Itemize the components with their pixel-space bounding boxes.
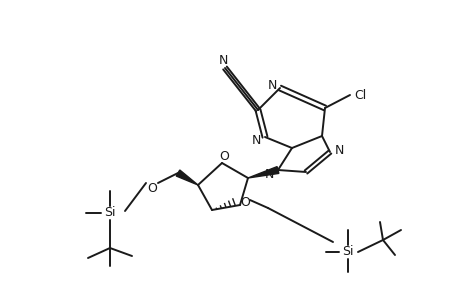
- Polygon shape: [247, 167, 278, 178]
- Text: N: N: [334, 143, 343, 157]
- Text: O: O: [218, 151, 229, 164]
- Text: O: O: [240, 196, 249, 209]
- Text: O: O: [147, 182, 157, 194]
- Text: N: N: [267, 79, 276, 92]
- Text: Si: Si: [341, 245, 353, 259]
- Text: N: N: [218, 53, 227, 67]
- Text: N: N: [251, 134, 260, 148]
- Text: N: N: [264, 169, 273, 182]
- Text: Cl: Cl: [353, 88, 365, 101]
- Text: Si: Si: [104, 206, 116, 220]
- Polygon shape: [176, 170, 197, 185]
